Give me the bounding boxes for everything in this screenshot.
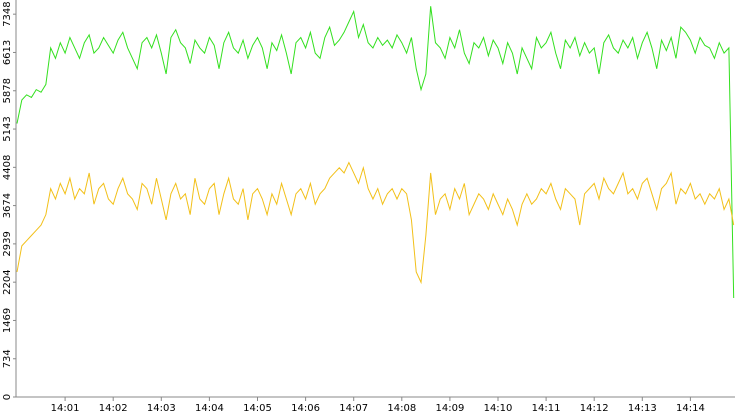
y-tick-label: 2939 [2, 231, 13, 256]
y-tick-label: 5878 [2, 78, 13, 103]
x-tick-label: 14:08 [387, 403, 416, 414]
y-tick-label: 5143 [2, 116, 13, 141]
y-tick-label: 734 [2, 349, 13, 368]
y-tick-label: 7348 [2, 1, 13, 26]
x-tick-label: 14:01 [51, 403, 80, 414]
x-tick-label: 14:02 [99, 403, 128, 414]
y-tick-label: 1469 [2, 308, 13, 333]
x-tick-label: 14:14 [676, 403, 705, 414]
x-tick-label: 14:07 [339, 403, 368, 414]
series-line [16, 161, 735, 285]
x-tick-label: 14:11 [532, 403, 561, 414]
series-line [16, 6, 735, 299]
x-tick-label: 14:04 [195, 403, 224, 414]
x-tick-label: 14:10 [484, 403, 513, 414]
x-tick-label: 14:12 [580, 403, 609, 414]
y-tick-label: 0 [2, 394, 13, 400]
x-tick-label: 14:09 [435, 403, 464, 414]
x-tick-label: 14:05 [243, 403, 272, 414]
y-tick-label: 3674 [2, 193, 13, 218]
y-tick-label: 4408 [2, 155, 13, 180]
y-tick-label: 6613 [2, 40, 13, 65]
x-tick-label: 14:13 [628, 403, 657, 414]
y-tick-label: 2204 [2, 269, 13, 294]
x-tick-label: 14:06 [291, 403, 320, 414]
x-tick-label: 14:03 [147, 403, 176, 414]
